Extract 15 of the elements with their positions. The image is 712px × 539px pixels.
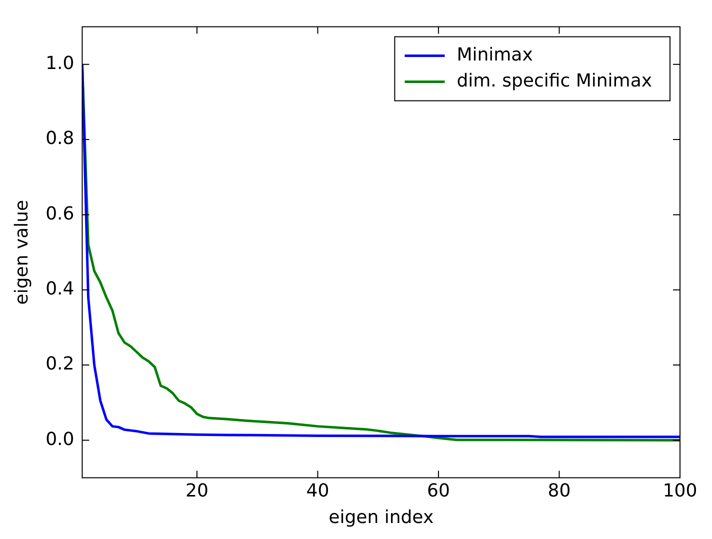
- y-tick-label: 1.0: [46, 53, 74, 74]
- x-tick-label: 80: [548, 480, 571, 502]
- legend-label: Minimax: [456, 44, 534, 66]
- y-tick-label: 0.0: [46, 428, 74, 450]
- x-axis-title: eigen index: [328, 506, 434, 528]
- x-tick-label: 100: [662, 480, 698, 502]
- x-tick-label: 60: [427, 480, 450, 502]
- y-tick-label: 0.6: [46, 203, 74, 224]
- x-tick-label: 40: [306, 480, 330, 502]
- legend-label: dim. specific Minimax: [456, 70, 652, 92]
- y-tick-label: 0.2: [46, 354, 74, 375]
- y-tick-label: 0.8: [46, 128, 74, 150]
- y-axis-title: eigen value: [11, 200, 32, 305]
- x-tick-label: 20: [185, 480, 208, 502]
- y-tick-label: 0.4: [46, 278, 74, 300]
